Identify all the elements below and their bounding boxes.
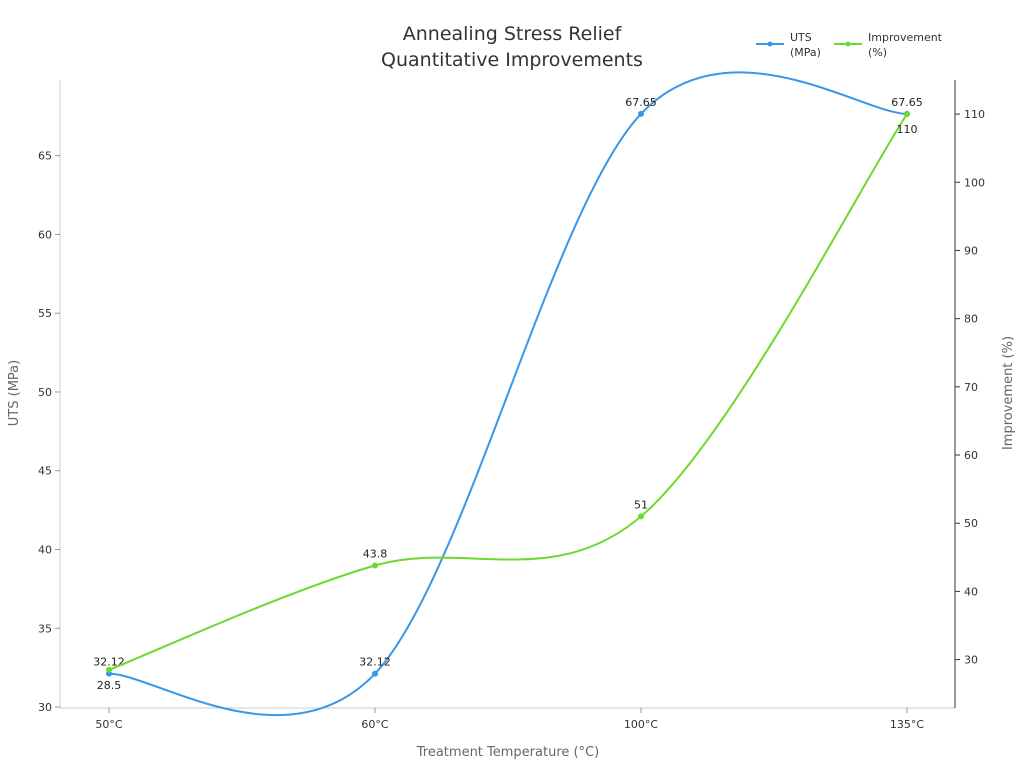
y-right-tick-label: 90: [964, 244, 978, 257]
data-point: [372, 670, 378, 677]
data-label: 67.65: [891, 96, 923, 109]
series-line-1: [108, 113, 908, 671]
x-tick-label: 60°C: [361, 718, 388, 731]
legend-label: UTS: [790, 31, 812, 44]
data-label: 28.5: [97, 679, 122, 692]
x-tick-label: 50°C: [95, 718, 122, 731]
data-label: 43.8: [363, 547, 388, 560]
y-left-tick-label: 45: [38, 465, 52, 478]
y-left-tick-label: 35: [38, 622, 52, 635]
legend-marker: [767, 41, 773, 47]
y-left-tick-label: 40: [38, 544, 52, 557]
data-point: [638, 110, 644, 117]
data-point: [638, 513, 644, 520]
y-right-tick-label: 30: [964, 654, 978, 667]
y-axis-right-label: Improvement (%): [1001, 336, 1016, 450]
chart-title-line2: Quantitative Improvements: [381, 49, 643, 71]
y-right-tick-label: 60: [964, 449, 978, 462]
y-right-tick-label: 50: [964, 517, 978, 530]
y-axis-left-label: UTS (MPa): [7, 360, 22, 426]
data-label: 67.65: [625, 96, 657, 109]
data-label: 32.12: [93, 656, 125, 669]
legend-marker: [845, 41, 851, 47]
data-point: [904, 111, 910, 118]
legend-label: (%): [868, 46, 887, 59]
y-right-tick-label: 40: [964, 585, 978, 598]
data-label: 32.12: [359, 656, 391, 669]
y-left-tick-label: 55: [38, 307, 52, 320]
y-left-tick-label: 30: [38, 701, 52, 714]
x-tick-label: 135°C: [890, 718, 924, 731]
y-right-tick-label: 80: [964, 313, 978, 326]
y-left-tick-label: 65: [38, 150, 52, 163]
data-label: 110: [897, 123, 918, 136]
data-point: [106, 666, 112, 673]
legend-label: (MPa): [790, 46, 821, 59]
chart-title-line1: Annealing Stress Relief: [403, 23, 623, 45]
data-point: [372, 562, 378, 569]
data-label: 51: [634, 498, 648, 511]
y-right-tick-label: 110: [964, 108, 985, 121]
legend-label: Improvement: [868, 31, 943, 44]
series-line-0: [108, 71, 908, 717]
y-right-tick-label: 100: [964, 176, 985, 189]
x-axis-label: Treatment Temperature (°C): [416, 745, 599, 760]
x-tick-label: 100°C: [624, 718, 658, 731]
y-left-tick-label: 50: [38, 386, 52, 399]
y-left-tick-label: 60: [38, 228, 52, 241]
y-right-tick-label: 70: [964, 381, 978, 394]
